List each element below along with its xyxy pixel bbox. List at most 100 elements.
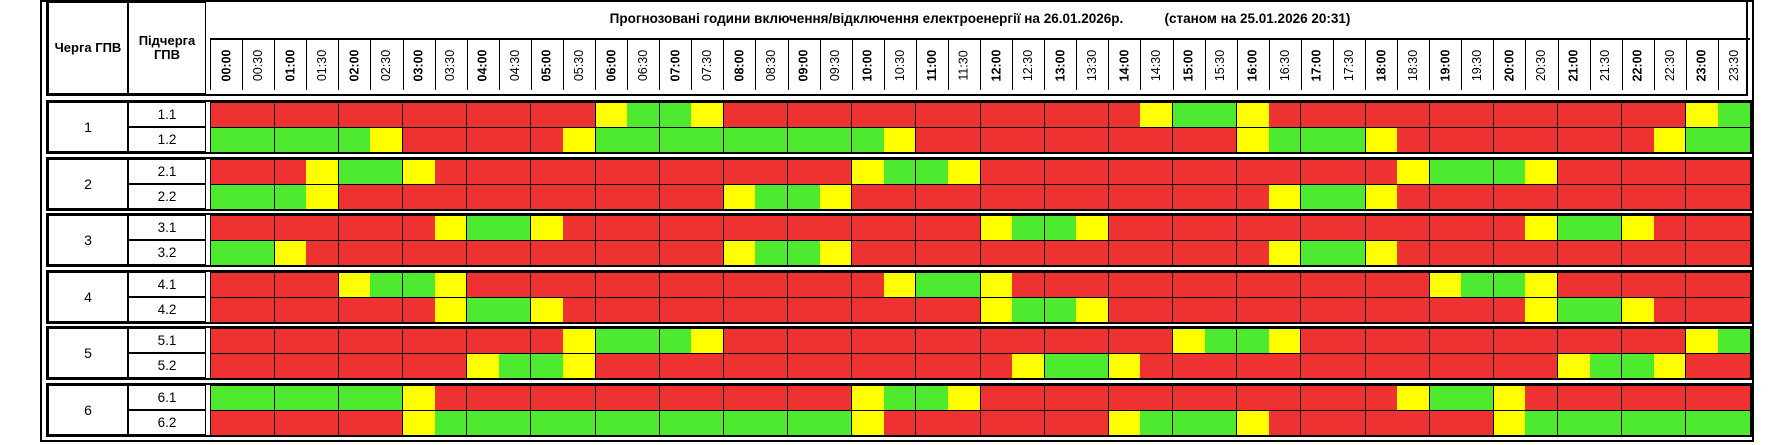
time-slot-header: 13:30 [1076,40,1108,90]
schedule-slot [1108,328,1141,353]
schedule-slot [1044,297,1077,322]
schedule-slot [530,240,564,265]
schedule-slot [883,240,917,265]
time-slot-label: 23:30 [1726,49,1741,81]
schedule-slot [947,297,981,322]
schedule-slot [1717,102,1751,127]
schedule-slot [498,102,532,127]
time-slot-header: 15:30 [1204,40,1237,90]
schedule-slot [1204,127,1238,152]
schedule-slot [755,127,788,152]
schedule-slot [883,184,917,209]
schedule-slot [1717,410,1751,435]
schedule-slot [851,102,885,127]
schedule-slot [1461,102,1494,127]
schedule-slot [851,127,885,152]
group-label: 3 [48,215,128,265]
schedule-slot [1429,184,1462,209]
schedule-slot [466,297,500,322]
schedule-slot [1717,159,1751,184]
schedule-slot [338,410,371,435]
schedule-slot [1172,159,1206,184]
schedule-slot [1076,184,1109,209]
schedule-slot [883,102,917,127]
schedule-slot [1461,353,1494,378]
schedule-slot [1236,127,1270,152]
schedule-slot [819,410,853,435]
schedule-slot [1685,385,1719,410]
schedule-slot [819,184,853,209]
schedule-slot [1717,127,1751,152]
time-slot-header: 15:00 [1172,40,1205,90]
schedule-slot [466,328,500,353]
schedule-slot [723,159,756,184]
schedule-slot [947,215,981,240]
subqueue-header-label: Підчерга ГПВ [138,33,196,62]
time-slot-label: 03:00 [411,49,426,81]
schedule-slot [1685,410,1719,435]
schedule-slot [1044,215,1077,240]
time-slot-label: 11:30 [956,49,971,81]
schedule-slot [627,353,660,378]
group-label: 2 [48,159,128,209]
schedule-slot [306,184,339,209]
schedule-slot [1493,215,1526,240]
schedule-slot [851,297,885,322]
schedule-slot [1236,410,1270,435]
schedule-slot [530,272,564,297]
schedule-slot [1332,328,1366,353]
time-slot-header: 09:00 [787,40,820,90]
schedule-slot [1012,353,1045,378]
schedule-slot [1140,184,1173,209]
schedule-slot [1525,240,1558,265]
subgroup-label: 3.1 [128,215,206,240]
schedule-title: Прогнозовані години включення/відключенн… [210,9,1750,29]
row-gridline [210,152,1750,153]
schedule-slot [1621,240,1655,265]
schedule-slot [1397,328,1430,353]
schedule-slot [659,328,692,353]
schedule-title-text: Прогнозовані години включення/відключенн… [609,11,1124,26]
schedule-slot [530,328,564,353]
schedule-slot [434,184,468,209]
schedule-slot [1589,353,1623,378]
schedule-slot [1525,328,1558,353]
schedule-slot [691,127,724,152]
subgroup-label: 1.1 [128,102,206,127]
schedule-slot [1365,385,1398,410]
schedule-slot [851,328,885,353]
time-slot-header: 04:30 [498,40,531,90]
schedule-slot [1365,102,1398,127]
schedule-slot [1717,385,1751,410]
schedule-slot [1589,410,1623,435]
group-label: 1 [48,102,128,152]
schedule-slot [1076,353,1109,378]
schedule-slot [498,353,532,378]
schedule-slot [274,102,307,127]
subgroup-label-text: 4.1 [157,277,177,292]
schedule-slot [691,240,724,265]
schedule-slot [595,215,628,240]
subgroup-label-text: 1.1 [157,107,177,122]
schedule-slot [210,297,243,322]
schedule-slot [1589,215,1623,240]
schedule-slot [723,385,756,410]
schedule-slot [210,127,243,152]
schedule-slot [915,297,949,322]
group-label-text: 4 [84,289,92,305]
schedule-slot [1076,385,1109,410]
schedule-slot [338,297,371,322]
schedule-slot [306,159,339,184]
schedule-slot [1204,328,1238,353]
schedule-slot [1204,410,1238,435]
schedule-slot [498,272,532,297]
schedule-slot [819,272,853,297]
schedule-slot [530,102,564,127]
schedule-slot [402,410,436,435]
schedule-slot [1525,272,1558,297]
schedule-slot [1365,297,1398,322]
schedule-slot [498,159,532,184]
time-slot-label: 10:00 [860,49,875,81]
row-gridline [210,322,1750,323]
schedule-slot [1397,159,1430,184]
